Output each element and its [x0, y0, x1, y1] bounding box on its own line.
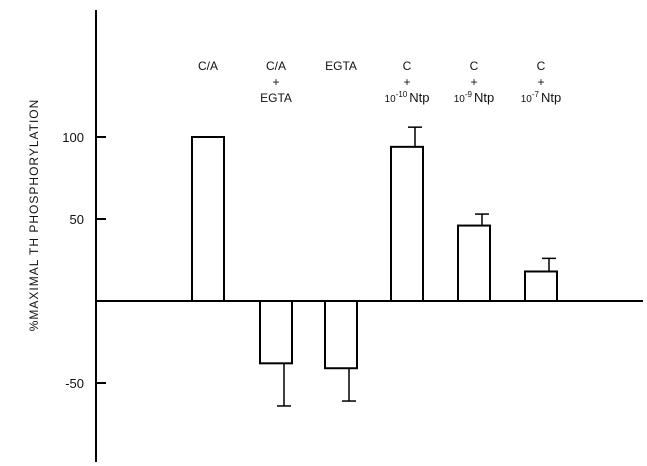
category-label: C/A	[266, 59, 286, 73]
dose-base: 10	[521, 94, 533, 105]
dose-base: 10	[454, 94, 466, 105]
category-label: C/A	[198, 59, 218, 73]
category-label: C	[470, 59, 479, 73]
category-label: C	[537, 59, 546, 73]
dose-unit: Ntp	[541, 90, 561, 105]
category-label: EGTA	[260, 91, 292, 105]
bar-egta	[324, 300, 358, 370]
y-tick-label: -50	[65, 376, 84, 391]
y-ticks: 100 50 -50	[62, 130, 106, 391]
dose-exponent: -10	[396, 90, 408, 99]
dose-label: 10-10 Ntp	[385, 90, 430, 105]
category-label: +	[272, 75, 279, 89]
category-label: C	[403, 59, 412, 73]
dose-label: 10-7 Ntp	[521, 90, 561, 105]
dose-label: 10-9 Ntp	[454, 90, 494, 105]
bar-ca	[191, 136, 225, 302]
dose-unit: Ntp	[474, 90, 494, 105]
error-bars	[277, 126, 556, 407]
bar-c-ntp10	[390, 145, 424, 302]
bar-c-ntp7	[524, 270, 558, 303]
category-label: +	[403, 75, 410, 89]
bars	[191, 136, 558, 370]
category-label: +	[470, 75, 477, 89]
y-tick-label: 100	[62, 130, 84, 145]
bar-c-ntp9	[457, 224, 491, 302]
dose-unit: Ntp	[409, 90, 429, 105]
category-label: +	[537, 75, 544, 89]
dose-exponent: -7	[532, 90, 540, 99]
category-label: EGTA	[325, 59, 357, 73]
dose-base: 10	[385, 94, 397, 105]
y-tick-label: 50	[70, 212, 84, 227]
bar-ca-egta	[259, 300, 293, 365]
y-axis-label: %MAXIMAL TH PHOSPHORYLATION	[27, 99, 41, 332]
dose-exponent: -9	[465, 90, 473, 99]
